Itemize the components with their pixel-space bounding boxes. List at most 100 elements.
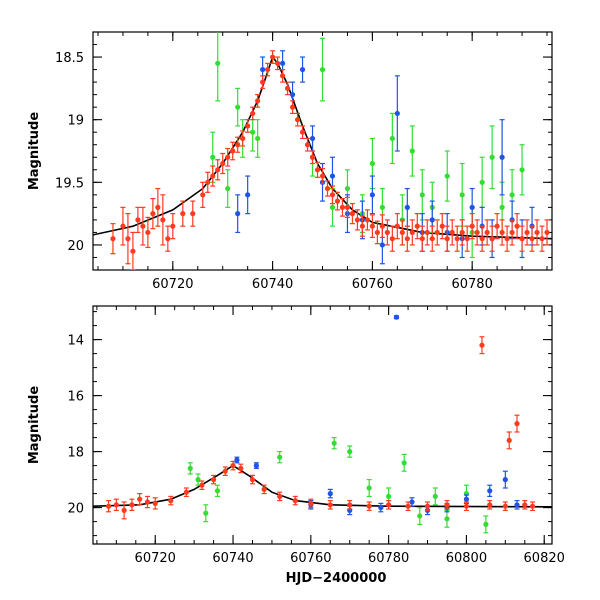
blue-data-point <box>369 192 375 198</box>
red-data-point <box>319 173 326 179</box>
red-data-point <box>270 54 276 60</box>
blue-data-point <box>502 477 508 483</box>
red-data-point <box>379 223 385 229</box>
red-data-point <box>168 498 174 504</box>
green-data-point <box>331 440 337 446</box>
red-data-point <box>534 229 540 236</box>
blue-data-point <box>299 66 306 73</box>
green-data-point <box>215 60 221 66</box>
red-data-point <box>261 486 267 492</box>
red-data-point <box>105 503 112 509</box>
red-data-point <box>529 236 535 242</box>
red-data-point <box>222 468 228 474</box>
red-data-point <box>277 493 283 499</box>
blue-data-point <box>245 192 251 198</box>
x-tick-label: 60740 <box>252 277 293 292</box>
red-data-point <box>405 503 411 509</box>
red-data-point <box>414 223 420 229</box>
red-data-point <box>459 229 465 236</box>
red-data-point <box>324 185 331 192</box>
red-data-point <box>230 148 236 154</box>
red-data-point <box>504 236 510 242</box>
red-data-point <box>304 142 311 148</box>
green-data-point <box>483 521 489 528</box>
red-data-point <box>339 204 346 210</box>
red-data-point <box>327 502 333 508</box>
red-data-point <box>170 223 176 229</box>
red-data-point <box>265 66 271 73</box>
red-data-point <box>314 167 321 173</box>
green-data-point <box>401 460 407 466</box>
red-data-point <box>225 154 231 160</box>
blue-data-point <box>394 110 400 117</box>
red-data-point <box>364 217 371 223</box>
red-data-point <box>484 229 490 236</box>
green-data-point <box>489 154 495 160</box>
y-tick-label: 20 <box>67 502 84 517</box>
y-tick-label: 16 <box>67 390 84 405</box>
red-data-point <box>144 499 151 505</box>
red-data-point <box>419 236 425 242</box>
y-tick-label: 18 <box>67 446 84 461</box>
green-data-point <box>235 104 241 110</box>
x-tick-label: 60760 <box>290 551 331 566</box>
red-data-point <box>429 236 435 242</box>
blue-data-point <box>260 66 266 73</box>
red-data-point <box>386 502 392 508</box>
red-data-point <box>110 236 116 242</box>
blue-data-point <box>234 457 240 463</box>
red-data-point <box>125 236 131 242</box>
green-data-point <box>389 135 395 142</box>
red-data-point <box>260 79 266 85</box>
x-tick-label: 60760 <box>352 277 393 292</box>
green-data-point <box>419 192 425 198</box>
blue-data-point <box>487 488 493 494</box>
green-data-point <box>369 160 375 167</box>
x-tick-label: 60800 <box>446 551 487 566</box>
blue-data-point <box>514 502 520 508</box>
red-data-point <box>366 503 372 509</box>
x-tick-label: 60780 <box>451 277 492 292</box>
red-data-point <box>474 229 480 236</box>
bottom-panel: 60720 60740 60760 60780 60800 60820 14 16 18 20 Ma… <box>27 305 565 566</box>
red-data-point <box>329 192 336 198</box>
red-data-point <box>354 217 361 223</box>
red-data-point <box>347 502 353 508</box>
red-data-point <box>479 342 485 348</box>
red-data-point <box>384 229 390 236</box>
blue-data-point <box>393 314 400 320</box>
red-data-point <box>121 507 127 513</box>
red-data-point <box>369 223 375 229</box>
red-data-point <box>374 229 380 236</box>
y-tick-label: 14 <box>67 334 84 349</box>
red-data-point <box>469 223 475 229</box>
red-data-point <box>506 437 512 443</box>
red-data-point <box>424 503 431 509</box>
red-data-point <box>294 117 301 123</box>
red-data-point <box>434 229 440 236</box>
x-tick-label: 60720 <box>135 551 176 566</box>
red-data-point <box>200 192 206 198</box>
blue-data-point <box>404 204 410 210</box>
red-data-point <box>210 173 216 179</box>
red-data-point <box>519 236 525 242</box>
red-data-point <box>129 502 135 508</box>
green-data-point <box>277 454 283 460</box>
blue-data-point <box>499 154 505 160</box>
red-data-point <box>344 204 351 210</box>
red-data-point <box>349 211 356 217</box>
blue-data-point <box>463 496 470 502</box>
red-data-point <box>145 229 151 236</box>
red-data-point <box>240 135 246 142</box>
green-data-point <box>444 516 450 522</box>
red-data-point <box>449 229 455 236</box>
red-data-point <box>494 223 500 229</box>
red-data-point <box>399 229 405 236</box>
green-data-point <box>347 449 353 455</box>
red-data-point <box>502 503 508 509</box>
x-tick-label: 60780 <box>368 551 409 566</box>
red-data-point <box>135 217 141 223</box>
green-data-point <box>203 510 209 516</box>
red-data-point <box>444 236 450 242</box>
